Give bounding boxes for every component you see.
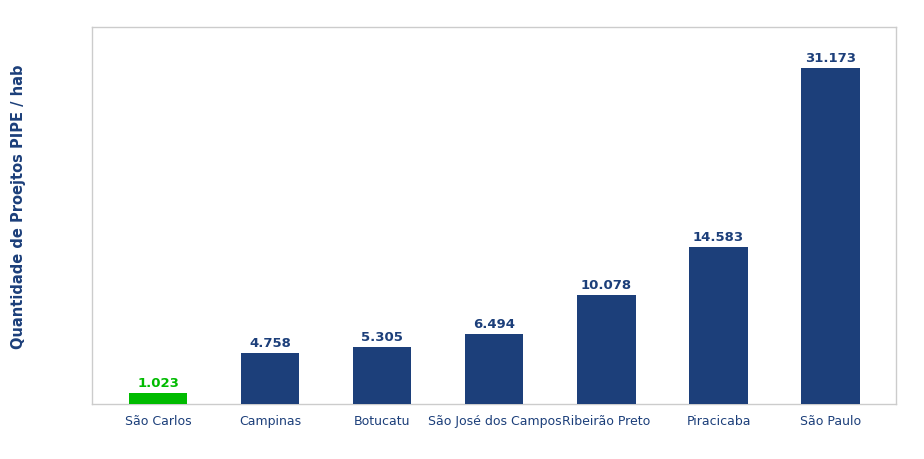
Bar: [689, 247, 748, 404]
Text: 1.023: 1.023: [137, 376, 179, 389]
Text: 14.583: 14.583: [693, 230, 744, 243]
Text: 10.078: 10.078: [581, 279, 632, 292]
Bar: [129, 393, 188, 404]
Text: 4.758: 4.758: [249, 336, 291, 349]
Bar: [801, 69, 859, 404]
Bar: [353, 347, 411, 404]
Text: Quantidade de Proejtos PIPE / hab: Quantidade de Proejtos PIPE / hab: [11, 65, 26, 348]
Bar: [465, 334, 524, 404]
Text: 5.305: 5.305: [361, 330, 403, 343]
Bar: [578, 296, 636, 404]
Text: 31.173: 31.173: [805, 52, 857, 65]
Bar: [241, 353, 299, 404]
Text: 6.494: 6.494: [473, 317, 516, 330]
